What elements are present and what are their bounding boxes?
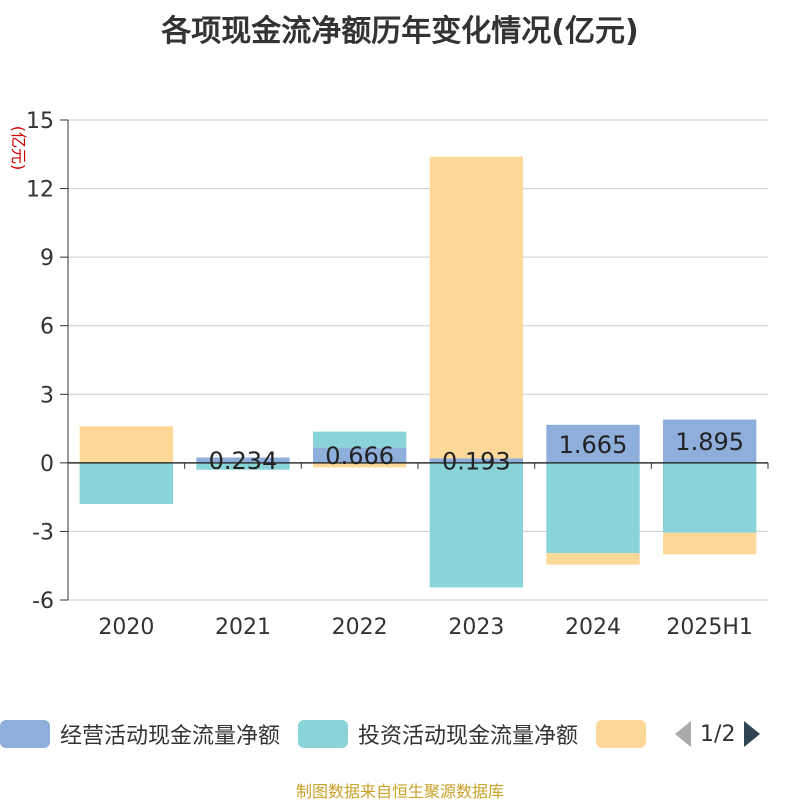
source-note: 制图数据来自恒生聚源数据库 — [295, 782, 504, 801]
y-tick-label: 15 — [26, 109, 54, 134]
bar-series-1-2025H1[interactable] — [663, 462, 757, 533]
data-label: 0.666 — [325, 442, 394, 470]
legend-pager: 1/2 — [674, 720, 761, 748]
chart-title: 各项现金流净额历年变化情况(亿元) — [161, 14, 639, 49]
y-tick-label: 6 — [40, 315, 54, 340]
legend-page-indicator: 1/2 — [700, 721, 736, 747]
bar-series-0-2022[interactable] — [313, 447, 407, 463]
legend-item-investing[interactable]: 投资活动现金流量净额 — [298, 718, 578, 750]
y-tick-label: -6 — [32, 589, 54, 614]
bar-series-1-2024[interactable] — [546, 462, 640, 554]
legend-label-investing: 投资活动现金流量净额 — [358, 724, 579, 749]
bar-series-1-2023[interactable] — [429, 462, 523, 588]
bar-series-2-2022[interactable] — [313, 462, 407, 468]
x-tick-label: 2023 — [448, 615, 504, 640]
bar-chart: -6 -3 0 3 6 9 12 15 2020 2021 2022 2023 2024 2025H1 0… — [9, 109, 769, 640]
bar-series-2-2025H1[interactable] — [663, 532, 757, 555]
legend: 经营活动现金流量净额 投资活动现金流量净额 1/2 — [0, 718, 761, 750]
data-label: 0.234 — [209, 447, 278, 475]
y-tick-label: -3 — [32, 520, 54, 545]
x-tick-label: 2022 — [332, 615, 388, 640]
axis-layer: -6 -3 0 3 6 9 12 15 2020 2021 2022 2023 2024 2025H1 — [26, 109, 769, 640]
data-label: 1.895 — [675, 428, 744, 456]
bar-series-2-2024[interactable] — [546, 553, 640, 565]
bar-series-1-2021[interactable] — [196, 462, 290, 470]
bar-series-2-2020[interactable] — [79, 426, 173, 463]
bars-layer — [79, 156, 757, 588]
legend-swatch-financing — [596, 720, 647, 748]
y-tick-label: 9 — [40, 246, 54, 271]
legend-item-financing[interactable] — [596, 720, 656, 748]
y-tick-label: 0 — [40, 452, 54, 477]
next-page-icon[interactable] — [743, 720, 761, 748]
prev-page-icon[interactable] — [674, 720, 692, 748]
y-tick-label: 12 — [26, 178, 54, 203]
legend-swatch-operating — [0, 720, 50, 748]
legend-item-operating[interactable]: 经营活动现金流量净额 — [0, 718, 280, 750]
data-label: 1.665 — [559, 431, 628, 459]
y-axis-unit-label: (亿元) — [9, 126, 28, 171]
x-tick-label: 2024 — [565, 615, 621, 640]
bar-series-1-2022[interactable] — [313, 431, 407, 448]
y-tick-label: 3 — [40, 383, 54, 408]
x-tick-label: 2020 — [98, 615, 154, 640]
bar-series-0-2023[interactable] — [429, 458, 523, 463]
x-tick-label: 2025H1 — [666, 615, 753, 640]
data-label: 0.193 — [442, 448, 511, 476]
grid-layer — [68, 119, 768, 601]
bar-series-0-2024[interactable] — [546, 424, 640, 463]
bar-series-0-2025H1[interactable] — [663, 419, 757, 463]
data-labels-layer: 0.234 0.666 0.193 1.665 1.895 — [209, 428, 744, 475]
bar-series-2-2023[interactable] — [429, 156, 523, 459]
bar-series-1-2020[interactable] — [79, 462, 173, 504]
bar-series-0-2021[interactable] — [196, 457, 290, 463]
legend-label-operating: 经营活动现金流量净额 — [60, 724, 281, 749]
x-tick-label: 2021 — [215, 615, 271, 640]
legend-swatch-investing — [298, 720, 349, 748]
